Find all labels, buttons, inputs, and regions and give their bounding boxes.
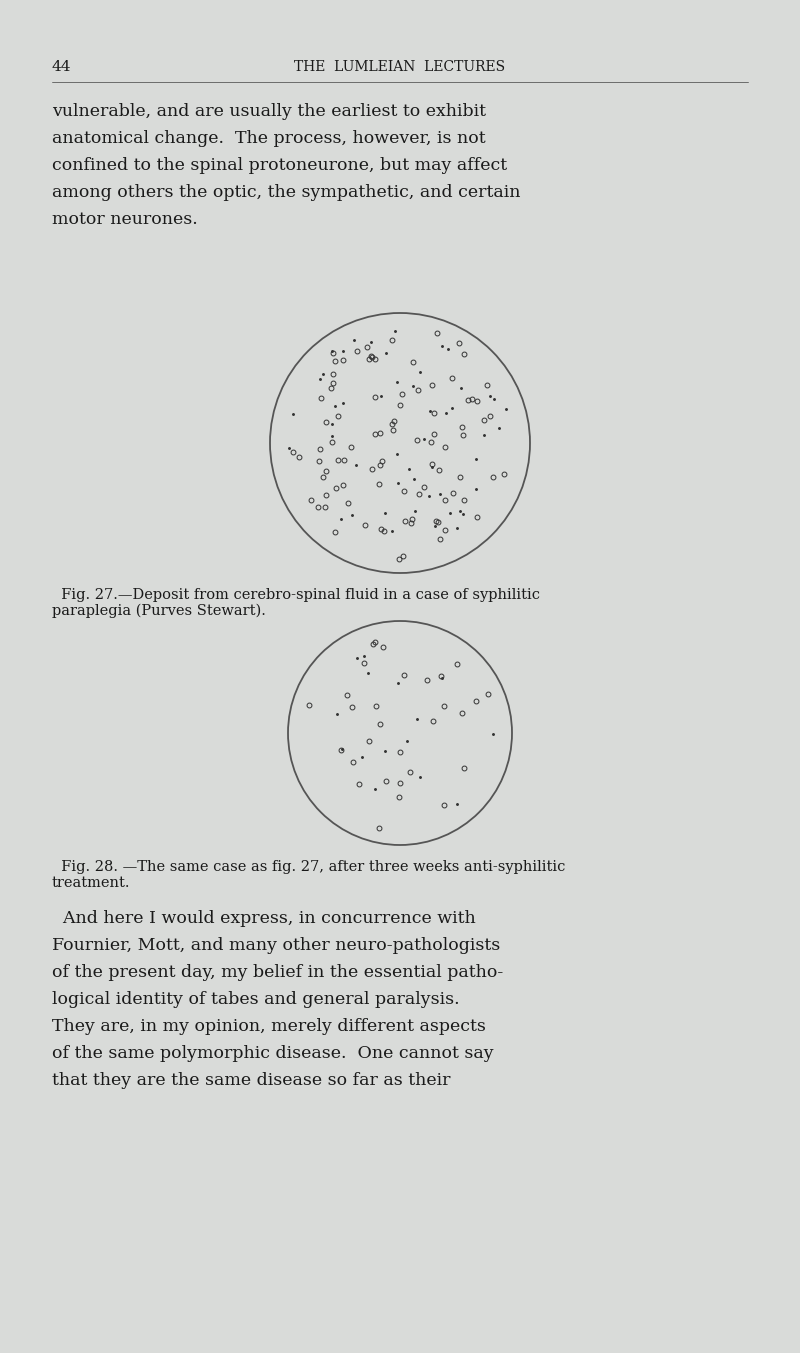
Text: of the same polymorphic disease.  One cannot say: of the same polymorphic disease. One can… — [52, 1045, 494, 1062]
Text: of the present day, my belief in the essential patho-: of the present day, my belief in the ess… — [52, 963, 503, 981]
Text: Fournier, Mott, and many other neuro-pathologists: Fournier, Mott, and many other neuro-pat… — [52, 938, 500, 954]
Text: confined to the spinal protoneurone, but may affect: confined to the spinal protoneurone, but… — [52, 157, 507, 175]
Text: vulnerable, and are usually the earliest to exhibit: vulnerable, and are usually the earliest… — [52, 103, 486, 120]
Text: Fig. 28. —The same case as fig. 27, after three weeks anti-syphilitic: Fig. 28. —The same case as fig. 27, afte… — [52, 861, 566, 874]
Text: They are, in my opinion, merely different aspects: They are, in my opinion, merely differen… — [52, 1017, 486, 1035]
Text: treatment.: treatment. — [52, 875, 130, 890]
Text: Fig. 27.—Deposit from cerebro-spinal fluid in a case of syphilitic: Fig. 27.—Deposit from cerebro-spinal flu… — [52, 589, 540, 602]
Text: motor neurones.: motor neurones. — [52, 211, 198, 229]
Text: paraplegia (Purves Stewart).: paraplegia (Purves Stewart). — [52, 603, 266, 618]
Text: that they are the same disease so far as their: that they are the same disease so far as… — [52, 1072, 450, 1089]
Text: among others the optic, the sympathetic, and certain: among others the optic, the sympathetic,… — [52, 184, 521, 202]
Text: logical identity of tabes and general paralysis.: logical identity of tabes and general pa… — [52, 990, 460, 1008]
Text: anatomical change.  The process, however, is not: anatomical change. The process, however,… — [52, 130, 486, 147]
Text: And here I would express, in concurrence with: And here I would express, in concurrence… — [52, 911, 476, 927]
Text: 44: 44 — [52, 60, 71, 74]
Text: THE  LUMLEIAN  LECTURES: THE LUMLEIAN LECTURES — [294, 60, 506, 74]
